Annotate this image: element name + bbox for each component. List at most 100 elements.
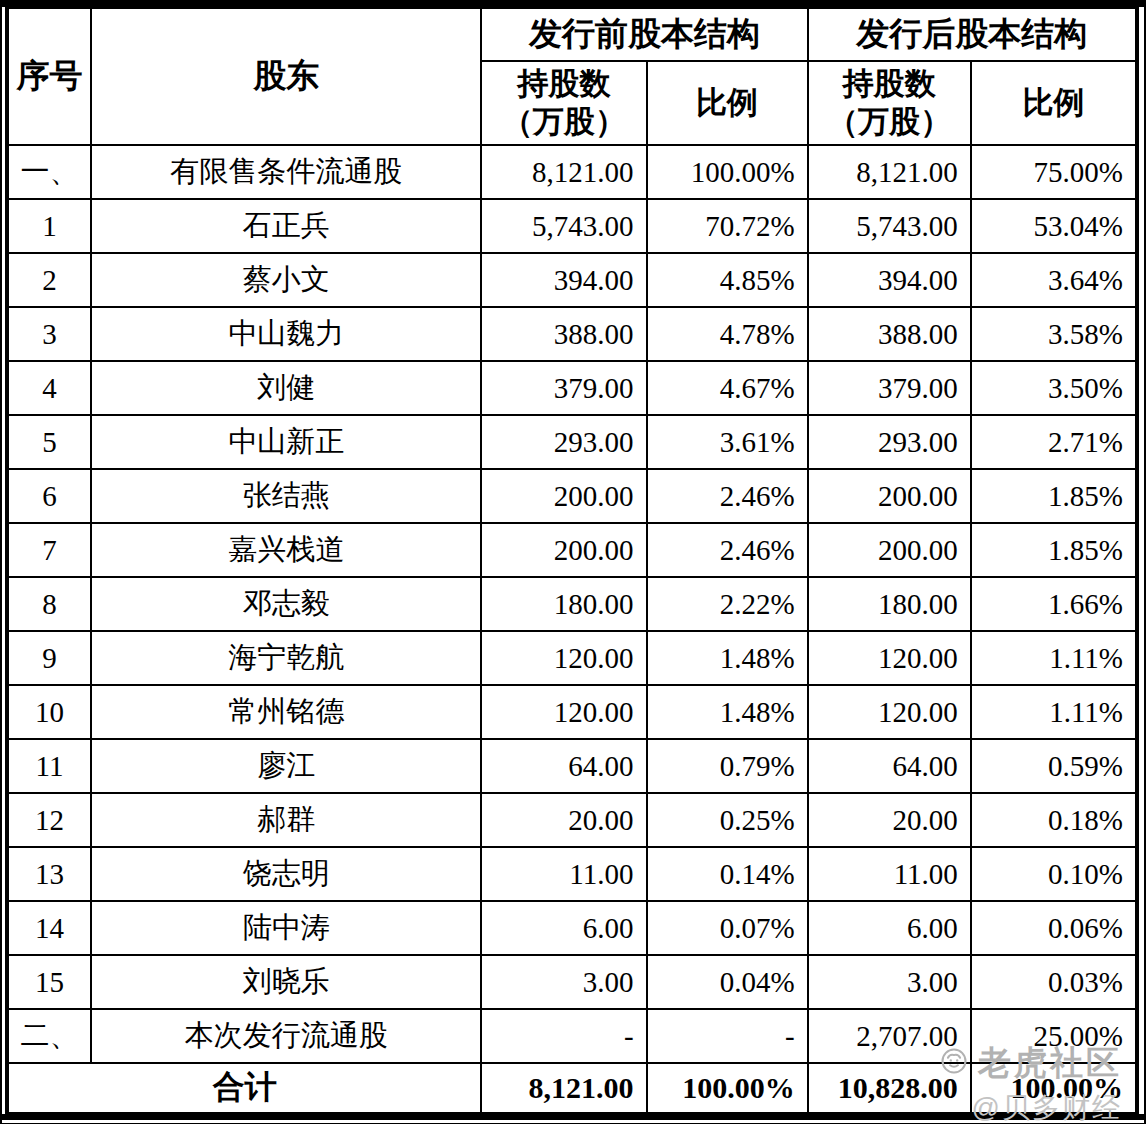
row-post-shares: 8,121.00 xyxy=(808,145,971,199)
row-pre-shares: - xyxy=(481,1009,646,1063)
header-pre-shares-line1: 持股数 xyxy=(482,65,645,103)
row-pre-ratio: 4.67% xyxy=(647,361,808,415)
row-serial-number: 9 xyxy=(7,631,91,685)
row-post-ratio: 3.50% xyxy=(971,361,1137,415)
row-pre-shares: 200.00 xyxy=(481,523,646,577)
row-pre-ratio: 0.25% xyxy=(647,793,808,847)
row-shareholder-name: 石正兵 xyxy=(91,199,481,253)
row-shareholder-name: 海宁乾航 xyxy=(91,631,481,685)
row-serial-number: 14 xyxy=(7,901,91,955)
row-post-ratio: 1.85% xyxy=(971,469,1137,523)
row-shareholder-name: 有限售条件流通股 xyxy=(91,145,481,199)
row-shareholder-name: 刘晓乐 xyxy=(91,955,481,1009)
row-pre-shares: 8,121.00 xyxy=(481,145,646,199)
header-col-shareholder: 股东 xyxy=(91,8,481,145)
row-pre-ratio: 2.46% xyxy=(647,469,808,523)
row-pre-shares: 379.00 xyxy=(481,361,646,415)
row-pre-shares: 3.00 xyxy=(481,955,646,1009)
row-pre-shares: 64.00 xyxy=(481,739,646,793)
top-rule xyxy=(2,0,1144,7)
row-pre-shares: 394.00 xyxy=(481,253,646,307)
table-header: 序号 股东 发行前股本结构 发行后股本结构 持股数 （万股） 比例 持股数 （万… xyxy=(7,8,1137,145)
row-pre-ratio: 1.48% xyxy=(647,685,808,739)
header-pre-shares: 持股数 （万股） xyxy=(481,61,646,145)
total-post-shares: 10,828.00 xyxy=(808,1063,971,1113)
row-pre-shares: 120.00 xyxy=(481,685,646,739)
row-post-ratio: 0.18% xyxy=(971,793,1137,847)
row-post-shares: 11.00 xyxy=(808,847,971,901)
row-post-shares: 20.00 xyxy=(808,793,971,847)
table-row: 14 陆中涛 6.00 0.07% 6.00 0.06% xyxy=(7,901,1137,955)
table-row: 13 饶志明 11.00 0.14% 11.00 0.10% xyxy=(7,847,1137,901)
row-serial-number: 一、 xyxy=(7,145,91,199)
row-serial-number: 3 xyxy=(7,307,91,361)
row-post-ratio: 53.04% xyxy=(971,199,1137,253)
row-pre-ratio: 0.79% xyxy=(647,739,808,793)
row-shareholder-name: 本次发行流通股 xyxy=(91,1009,481,1063)
table-row: 12 郝群 20.00 0.25% 20.00 0.18% xyxy=(7,793,1137,847)
header-pre-ratio: 比例 xyxy=(647,61,808,145)
row-post-shares: 3.00 xyxy=(808,955,971,1009)
row-shareholder-name: 陆中涛 xyxy=(91,901,481,955)
table-row: 7 嘉兴栈道 200.00 2.46% 200.00 1.85% xyxy=(7,523,1137,577)
row-pre-ratio: 3.61% xyxy=(647,415,808,469)
row-pre-ratio: 2.46% xyxy=(647,523,808,577)
total-pre-shares: 8,121.00 xyxy=(481,1063,646,1113)
row-pre-shares: 180.00 xyxy=(481,577,646,631)
row-serial-number: 12 xyxy=(7,793,91,847)
row-post-shares: 5,743.00 xyxy=(808,199,971,253)
row-pre-ratio: - xyxy=(647,1009,808,1063)
row-pre-shares: 20.00 xyxy=(481,793,646,847)
table-row: 9 海宁乾航 120.00 1.48% 120.00 1.11% xyxy=(7,631,1137,685)
row-pre-ratio: 0.07% xyxy=(647,901,808,955)
table-row: 2 蔡小文 394.00 4.85% 394.00 3.64% xyxy=(7,253,1137,307)
header-post-ratio: 比例 xyxy=(971,61,1137,145)
row-shareholder-name: 邓志毅 xyxy=(91,577,481,631)
row-shareholder-name: 郝群 xyxy=(91,793,481,847)
row-serial-number: 13 xyxy=(7,847,91,901)
table-row: 5 中山新正 293.00 3.61% 293.00 2.71% xyxy=(7,415,1137,469)
row-pre-ratio: 4.85% xyxy=(647,253,808,307)
table-row: 8 邓志毅 180.00 2.22% 180.00 1.66% xyxy=(7,577,1137,631)
row-post-shares: 64.00 xyxy=(808,739,971,793)
row-serial-number: 1 xyxy=(7,199,91,253)
row-pre-ratio: 70.72% xyxy=(647,199,808,253)
row-pre-ratio: 2.22% xyxy=(647,577,808,631)
row-serial-number: 11 xyxy=(7,739,91,793)
row-post-shares: 2,707.00 xyxy=(808,1009,971,1063)
row-post-shares: 6.00 xyxy=(808,901,971,955)
row-pre-shares: 200.00 xyxy=(481,469,646,523)
row-shareholder-name: 张结燕 xyxy=(91,469,481,523)
row-pre-shares: 11.00 xyxy=(481,847,646,901)
row-shareholder-name: 嘉兴栈道 xyxy=(91,523,481,577)
row-post-ratio: 3.64% xyxy=(971,253,1137,307)
row-serial-number: 4 xyxy=(7,361,91,415)
row-post-ratio: 0.03% xyxy=(971,955,1137,1009)
row-post-shares: 120.00 xyxy=(808,631,971,685)
document-page: 序号 股东 发行前股本结构 发行后股本结构 持股数 （万股） 比例 持股数 （万… xyxy=(0,0,1146,1124)
row-post-shares: 200.00 xyxy=(808,469,971,523)
row-pre-shares: 5,743.00 xyxy=(481,199,646,253)
row-pre-ratio: 4.78% xyxy=(647,307,808,361)
row-pre-ratio: 100.00% xyxy=(647,145,808,199)
table-row: 3 中山魏力 388.00 4.78% 388.00 3.58% xyxy=(7,307,1137,361)
table-row: 一、 有限售条件流通股 8,121.00 100.00% 8,121.00 75… xyxy=(7,145,1137,199)
row-pre-ratio: 0.14% xyxy=(647,847,808,901)
table-body: 一、 有限售条件流通股 8,121.00 100.00% 8,121.00 75… xyxy=(7,145,1137,1063)
header-group-pre-issue: 发行前股本结构 xyxy=(481,8,807,61)
row-post-ratio: 1.85% xyxy=(971,523,1137,577)
row-shareholder-name: 饶志明 xyxy=(91,847,481,901)
table-row: 二、 本次发行流通股 - - 2,707.00 25.00% xyxy=(7,1009,1137,1063)
row-post-ratio: 0.59% xyxy=(971,739,1137,793)
row-post-shares: 394.00 xyxy=(808,253,971,307)
total-post-ratio: 100.00% xyxy=(971,1063,1137,1113)
header-post-shares-line1: 持股数 xyxy=(809,65,970,103)
row-shareholder-name: 刘健 xyxy=(91,361,481,415)
row-shareholder-name: 中山魏力 xyxy=(91,307,481,361)
table-row: 15 刘晓乐 3.00 0.04% 3.00 0.03% xyxy=(7,955,1137,1009)
row-post-shares: 120.00 xyxy=(808,685,971,739)
row-shareholder-name: 廖江 xyxy=(91,739,481,793)
row-post-ratio: 1.11% xyxy=(971,685,1137,739)
table-row: 6 张结燕 200.00 2.46% 200.00 1.85% xyxy=(7,469,1137,523)
row-post-ratio: 1.66% xyxy=(971,577,1137,631)
